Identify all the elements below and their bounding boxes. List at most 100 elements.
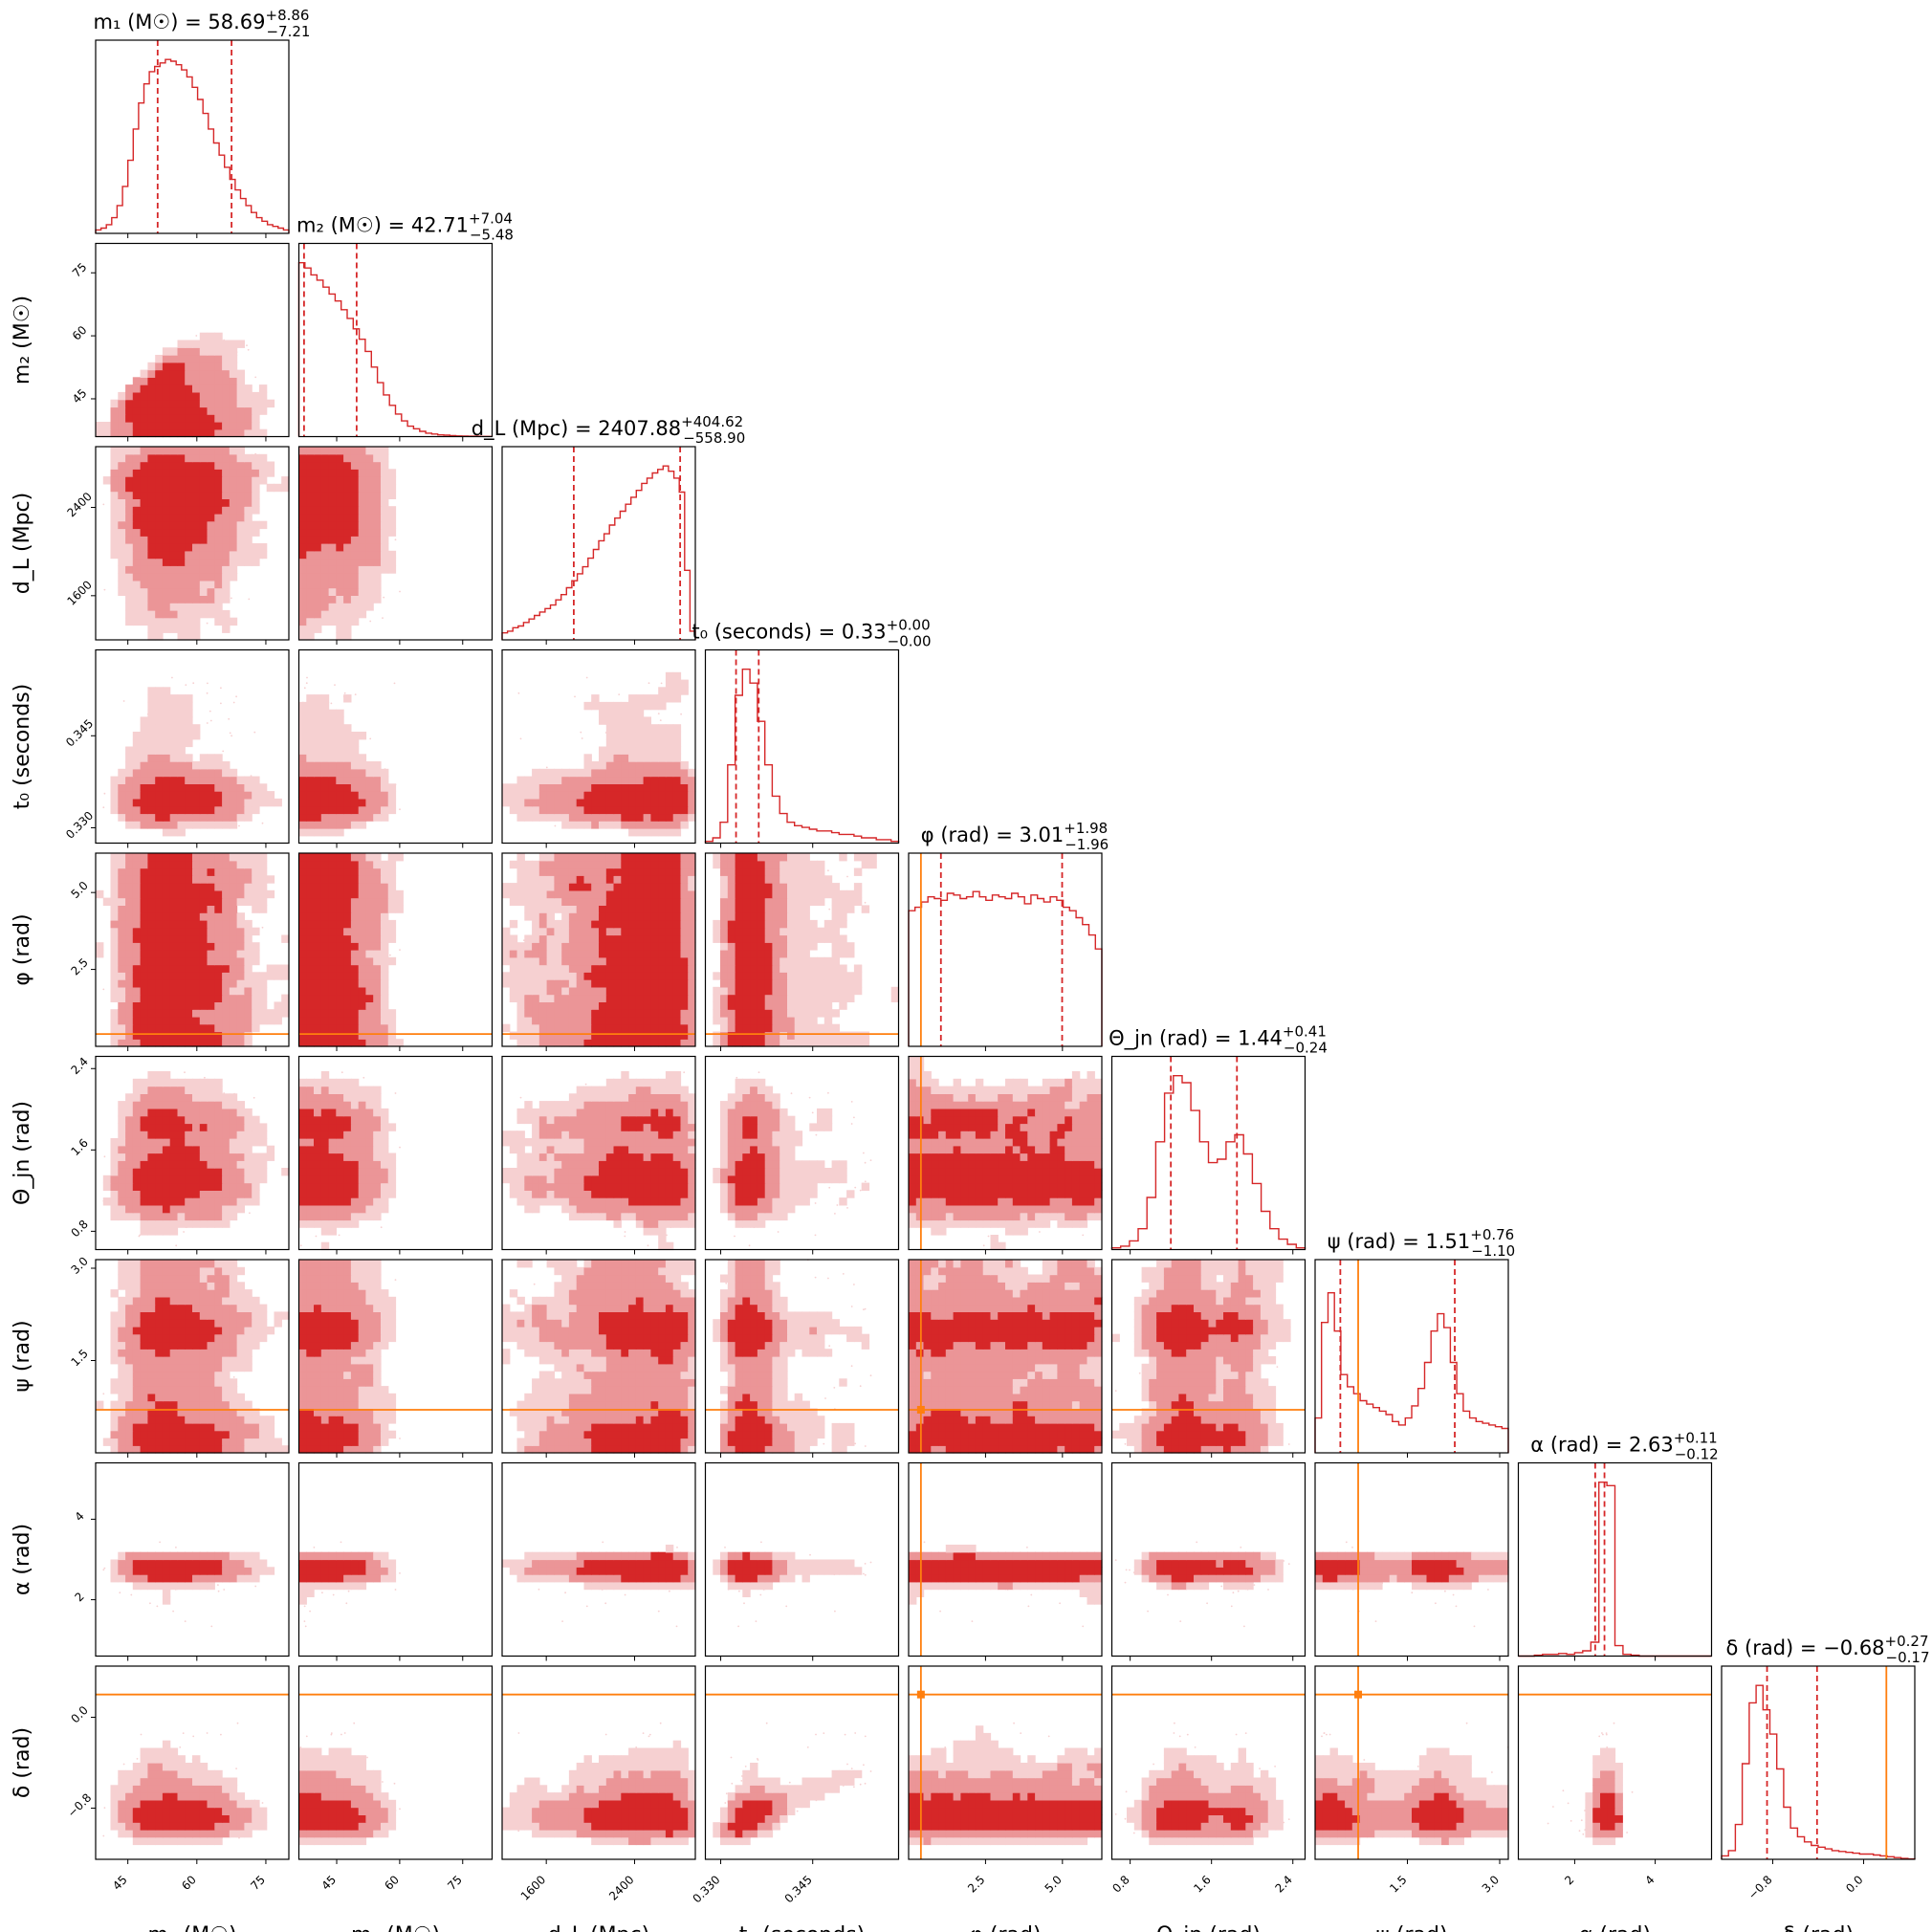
density-cell: [147, 384, 156, 393]
density-cell: [350, 617, 360, 626]
density-cell: [298, 625, 307, 633]
density-cell: [336, 768, 344, 778]
density-cell: [314, 979, 322, 988]
density-cell: [524, 986, 533, 996]
density-cell: [650, 805, 659, 815]
density-cell: [298, 550, 307, 560]
density-cell: [207, 805, 215, 815]
density-cell: [387, 934, 397, 943]
sample-point: [680, 713, 682, 715]
density-cell: [387, 558, 397, 566]
density-cell: [192, 875, 201, 884]
density-cell: [244, 942, 252, 951]
density-cell: [258, 905, 268, 913]
density-cell: [643, 994, 651, 1002]
density-cell: [207, 942, 215, 951]
density-cell: [185, 422, 193, 430]
density-cell: [207, 883, 215, 891]
density-cell: [162, 889, 171, 899]
density-cell: [252, 469, 260, 477]
density-cell: [672, 798, 682, 807]
density-cell: [381, 942, 389, 951]
density-cell: [583, 776, 592, 784]
density-cell: [155, 875, 164, 884]
density-cell: [162, 355, 171, 363]
density-cell: [314, 860, 322, 869]
density-cell: [147, 609, 156, 619]
density-cell: [169, 414, 179, 423]
density-cell: [298, 912, 307, 921]
density-cell: [628, 738, 637, 748]
density-cell: [635, 783, 645, 792]
density-cell: [177, 701, 186, 711]
density-cell: [516, 1016, 525, 1025]
density-cell: [343, 558, 352, 566]
density-cell: [561, 1023, 570, 1033]
density-cell: [207, 399, 215, 408]
density-cell: [343, 860, 352, 869]
density-cell: [650, 972, 659, 980]
density-cell: [306, 595, 315, 604]
density-cell: [387, 860, 397, 869]
density-cell: [162, 513, 171, 522]
density-cell: [306, 776, 315, 784]
density-cell: [185, 399, 193, 408]
density-cell: [532, 783, 540, 792]
density-cell: [155, 362, 164, 371]
density-cell: [643, 791, 651, 800]
density-cell: [252, 905, 260, 913]
density-cell: [140, 746, 148, 755]
density-cell: [162, 414, 171, 423]
density-cell: [350, 889, 360, 899]
density-cell: [314, 543, 322, 552]
density-cell: [177, 625, 186, 633]
density-cell: [524, 813, 533, 822]
density-cell: [281, 972, 290, 980]
density-cell: [110, 1016, 119, 1025]
density-cell: [222, 573, 231, 582]
density-cell: [306, 738, 315, 748]
density-cell: [147, 950, 156, 958]
density-cell: [350, 986, 360, 996]
density-cell: [118, 942, 126, 951]
density-cell: [509, 956, 518, 966]
density-cell: [162, 1031, 171, 1040]
density-cell: [229, 821, 238, 829]
density-cell: [155, 821, 164, 829]
density-cell: [155, 798, 164, 807]
density-cell: [365, 1039, 374, 1047]
density-cell: [635, 709, 645, 718]
density-cell: [621, 701, 629, 711]
density-cell: [229, 406, 238, 415]
density-cell: [214, 536, 223, 544]
density-cell: [643, 956, 651, 966]
density-cell: [96, 942, 104, 951]
density-cell: [306, 447, 315, 455]
density-cell: [373, 798, 382, 807]
density-cell: [185, 632, 193, 641]
density-panel-phi-vs-m1: [96, 853, 290, 1047]
density-cell: [350, 453, 360, 463]
density-cell: [591, 1023, 600, 1033]
density-cell: [140, 860, 148, 869]
density-cell: [343, 447, 352, 455]
density-cell: [320, 964, 330, 973]
density-cell: [350, 520, 360, 530]
density-cell: [236, 558, 245, 566]
density-cell: [336, 956, 344, 966]
density-cell: [192, 483, 201, 493]
density-cell: [229, 964, 238, 973]
density-cell: [207, 391, 215, 401]
density-cell: [155, 355, 164, 363]
density-cell: [613, 709, 622, 718]
density-cell: [628, 746, 637, 755]
density-cell: [350, 1016, 360, 1025]
density-cell: [599, 776, 607, 784]
density-cell: [320, 889, 330, 899]
density-cell: [373, 986, 382, 996]
density-cell: [314, 587, 322, 596]
density-cell: [266, 461, 275, 470]
density-cell: [306, 912, 315, 921]
density-cell: [336, 491, 344, 499]
density-cell: [395, 1039, 404, 1047]
